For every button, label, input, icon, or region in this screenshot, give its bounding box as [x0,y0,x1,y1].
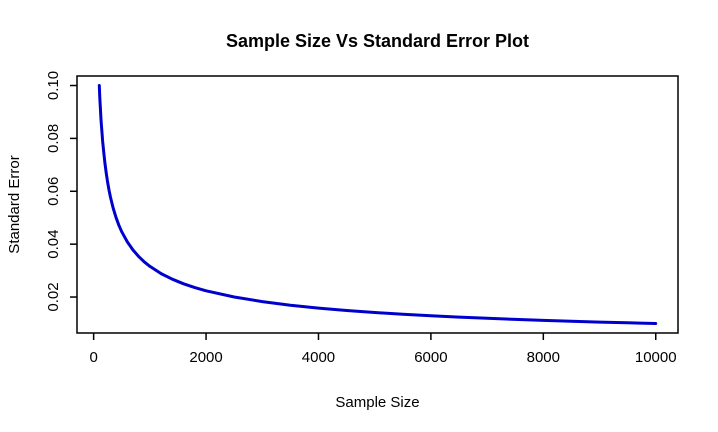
y-axis-ticks [70,84,77,298]
x-tick-label: 4000 [302,349,335,366]
x-tick-label: 6000 [414,349,447,366]
y-tick-label: 0.08 [45,124,62,153]
x-tick-label: 0 [89,349,97,366]
chart-title: Sample Size Vs Standard Error Plot [226,31,529,51]
x-axis-tick-labels: 0 2000 4000 6000 8000 10000 [89,349,676,366]
x-axis-ticks [92,333,657,340]
y-tick-label: 0.06 [45,177,62,206]
y-axis-tick-labels: 0.02 0.04 0.06 0.08 0.10 [45,71,62,312]
y-tick-label: 0.10 [45,71,62,100]
x-tick-label: 2000 [189,349,222,366]
y-tick-label: 0.02 [45,282,62,311]
se-curve [97,84,658,325]
x-tick-label: 8000 [527,349,560,366]
y-tick-label: 0.04 [45,230,62,259]
y-axis-label: Standard Error [6,155,23,253]
plot-box [76,75,679,334]
x-tick-label: 10000 [635,349,677,366]
x-axis-label: Sample Size [335,394,419,411]
